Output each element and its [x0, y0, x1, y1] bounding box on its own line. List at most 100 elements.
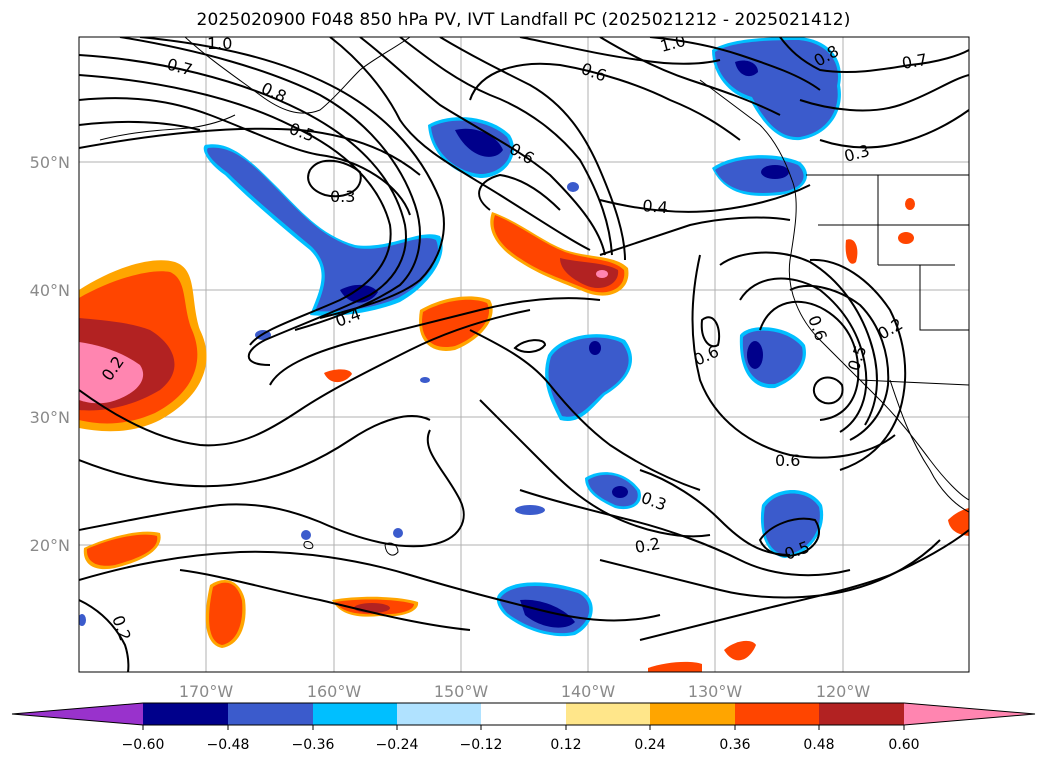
contour-line — [307, 159, 362, 198]
colorbar-swatch — [397, 703, 481, 725]
contour-line — [779, 37, 969, 74]
contour-label: 0.7 — [900, 50, 928, 73]
map-title: 2025020900 F048 850 hPa PV, IVT Landfall… — [196, 10, 851, 30]
lat-tick-labels: 50°N 40°N 30°N 20°N — [30, 153, 70, 555]
contour-line — [758, 517, 820, 557]
contour-line — [513, 339, 547, 353]
lon-tick-label: 140°W — [561, 682, 616, 701]
contour-line — [179, 569, 471, 631]
contour-line — [119, 37, 421, 331]
pv-anomaly — [340, 284, 378, 303]
contour-line — [359, 37, 606, 256]
colorbar-swatch — [481, 703, 566, 725]
contour-label: 1.0 — [658, 31, 688, 56]
lon-tick-label: 160°W — [307, 682, 362, 701]
coastline-baja — [889, 379, 969, 513]
colorbar-tick-label: −0.24 — [376, 737, 419, 753]
colorbar-swatch — [819, 703, 904, 725]
map-frame — [78, 36, 970, 673]
colorbar-tick-label: −0.60 — [122, 737, 165, 753]
contour-line — [639, 529, 969, 641]
pv-anomaly — [86, 534, 158, 566]
colorbar-extend-low — [12, 703, 143, 725]
pv-anomaly — [393, 528, 403, 538]
contour-line — [599, 184, 811, 213]
coastline-aleutians — [99, 114, 236, 141]
pv-anomaly — [612, 486, 628, 498]
pv-anomaly — [948, 508, 969, 536]
border-us-mexico — [859, 379, 969, 386]
colorbar-swatch — [228, 703, 313, 725]
contour-line — [79, 599, 130, 672]
contour-line — [79, 54, 407, 366]
contour-line — [79, 309, 531, 447]
island-hawaii — [384, 542, 399, 556]
contour-line — [79, 97, 411, 216]
contour-label: 0.4 — [642, 196, 669, 217]
lon-tick-label: 120°W — [816, 682, 871, 701]
colorbar-swatch — [143, 703, 228, 725]
pv-anomaly — [207, 147, 438, 312]
lon-tick-labels: 170°W 160°W 150°W 140°W 130°W 120°W — [179, 682, 871, 701]
colorbar-swatch — [735, 703, 819, 725]
contour-line — [329, 37, 591, 251]
contour-line — [819, 109, 969, 149]
colorbar-swatch — [566, 703, 650, 725]
pv-anomaly — [301, 530, 311, 540]
pv-anomaly — [747, 341, 763, 369]
contour-line — [639, 469, 791, 556]
lat-tick-label: 20°N — [30, 536, 70, 555]
pv-anomaly — [455, 128, 503, 157]
contour-label: 0.2 — [633, 534, 661, 557]
lat-tick-label: 40°N — [30, 281, 70, 300]
colorbar-swatch — [313, 703, 397, 725]
contour-line — [799, 74, 969, 112]
pv-anomaly — [324, 369, 352, 383]
colorbar-tick-label: −0.36 — [292, 737, 335, 753]
contour-line — [812, 376, 844, 405]
pv-anomaly — [763, 493, 820, 555]
ivt-contours — [79, 37, 969, 672]
colorbar-tick-label: 0.36 — [719, 737, 750, 753]
island-hawaii — [303, 541, 314, 549]
contour-line — [519, 37, 721, 65]
contour-line — [469, 62, 741, 141]
pv-anomaly — [761, 165, 789, 179]
colorbar-tick-label: 0.60 — [888, 737, 919, 753]
colorbar-extend-high — [904, 703, 1035, 725]
contour-line — [439, 37, 626, 261]
colorbar-tick-label: 0.12 — [550, 737, 581, 753]
pv-anomaly — [905, 198, 915, 210]
contour-line — [139, 37, 445, 319]
contour-label: 1.0 — [207, 34, 232, 53]
colorbar-swatch — [650, 703, 735, 725]
contour-line — [79, 415, 431, 488]
contour-line — [739, 277, 868, 433]
contour-line — [79, 74, 392, 346]
contour-line — [691, 254, 896, 459]
contour-line — [479, 399, 711, 538]
coastline-alaska — [184, 37, 411, 114]
contour-line — [759, 300, 860, 421]
pv-anomaly — [520, 599, 575, 628]
pv-anomaly — [515, 505, 545, 515]
contour-line — [79, 429, 465, 548]
pv-anomaly — [845, 239, 858, 264]
pv-anomaly — [898, 232, 914, 244]
pv-anomaly — [420, 377, 430, 383]
pv-anomaly — [567, 182, 579, 192]
colorbar-tick-label: −0.12 — [460, 737, 503, 753]
pv-anomaly — [560, 258, 619, 289]
contour-line — [809, 258, 907, 471]
contour-line — [519, 489, 851, 577]
lat-tick-label: 50°N — [30, 153, 70, 172]
contour-line — [478, 173, 561, 211]
pv-anomaly — [596, 270, 608, 278]
colorbar-tick-label: −0.48 — [207, 737, 250, 753]
colorbar-tick-label: 0.24 — [634, 737, 665, 753]
contour-line — [599, 216, 791, 256]
contour-line — [789, 285, 890, 441]
contour-line — [599, 37, 781, 116]
pv-anomaly — [724, 640, 756, 661]
